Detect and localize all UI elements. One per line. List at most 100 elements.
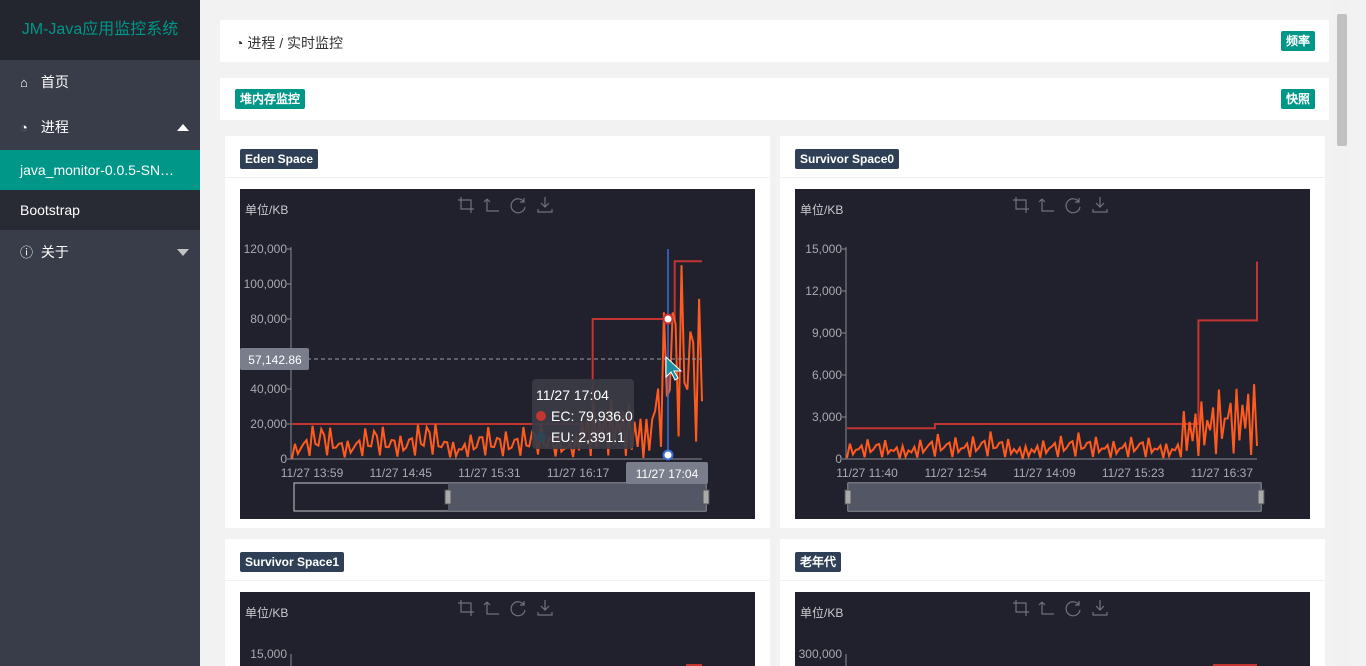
x-tick-label: 11/27 14:45 [369,466,432,480]
chart-survivor-space1[interactable]: 单位/KB 15,000 [240,592,755,666]
x-pointer-label: 11/27 17:04 [636,467,699,481]
tooltip-ec: EC: 79,936.0 [551,408,633,424]
app-logo[interactable]: JM-Java应用监控系统 [0,0,200,60]
card-survivor-space0: Survivor Space0 单位/KB 15,000 12,000 9,000 6,… [780,136,1325,528]
y-pointer-label-bg [240,348,309,370]
scrollbar-thumb[interactable] [1337,14,1347,146]
breadcrumb: ◔ 进程 / 实时监控 [235,33,343,53]
card-old-gen: 老年代 单位/KB 300,000 [780,539,1325,666]
card-survivor-space1: Survivor Space1 单位/KB 15,000 [225,539,770,666]
zoom-icon[interactable] [458,600,474,616]
nav-item-process-label: 进程 [40,119,69,135]
y-tick-label: 300,000 [799,647,843,661]
zoom-reset-icon[interactable] [483,198,499,212]
ec-point-marker [662,313,674,325]
card-title: Survivor Space0 [795,149,900,169]
save-image-icon[interactable] [537,600,553,616]
series-eu-line [846,384,1258,460]
process-subnav: java_monitor-0.0.5-SN… Bootstrap [0,150,200,230]
restore-icon[interactable] [1065,198,1081,214]
y-tick-label: 15,000 [250,647,287,661]
series-eu-line [291,265,703,460]
x-tick-label: 11/27 16:17 [547,466,610,480]
y-axis-unit-label: 单位/KB [800,605,843,620]
sidebar: JM-Java应用监控系统 ⌂ 首页 ◔ 进程 java_monitor-0.0… [0,0,200,666]
zoom-reset-icon[interactable] [1038,601,1054,615]
data-zoom-handle-right [702,489,710,505]
gauge-icon: ◔ [20,120,28,135]
nav-item-about-label: 关于 [40,244,69,260]
data-zoom-handle-right [1257,489,1265,505]
x-tick-label: 11/27 16:37 [1191,466,1254,480]
x-tick-label: 11/27 11:40 [836,466,898,480]
zoom-reset-icon[interactable] [483,601,499,615]
sidebar-item-bootstrap[interactable]: Bootstrap [20,202,80,218]
snapshot-button[interactable]: 快照 [1280,89,1315,109]
data-zoom-handle-left [844,489,852,505]
gauge-icon: ◔ [235,35,244,51]
data-zoom-selection [848,483,1261,511]
caret-down-icon [177,249,189,256]
chart-eden-space[interactable]: 单位/KB120,000100,00080,00060,00040,00020,… [240,189,755,519]
x-pointer-label-bg [626,462,708,484]
y-tick-label: 3,000 [812,410,842,424]
sidebar-item-java-monitor[interactable]: java_monitor-0.0.5-SN… [0,150,200,190]
y-tick-label: 20,000 [250,417,287,431]
restore-icon[interactable] [1065,601,1081,617]
nav-item-home-label: 首页 [40,74,69,90]
y-tick-label: 12,000 [805,284,842,298]
y-axis-unit-label: 单位/KB [800,202,843,217]
zoom-icon[interactable] [458,197,474,213]
data-zoom-selection [448,483,706,511]
tooltip-time: 11/27 17:04 [536,387,609,403]
nav-item-about[interactable]: ⓘ 关于 [0,230,200,275]
save-image-icon[interactable] [1092,197,1108,213]
section-bar: 堆内存监控 快照 [220,78,1329,120]
y-tick-label: 0 [280,452,287,466]
y-pointer-label: 57,142.86 [248,353,302,367]
nav-item-home[interactable]: ⌂ 首页 [0,60,200,105]
main-content: ◔ 进程 / 实时监控 频率 堆内存监控 快照 Eden Space 单位/KB… [200,0,1350,666]
card-title: 老年代 [795,552,842,572]
zoom-icon[interactable] [1013,600,1029,616]
chart-survivor-space0[interactable]: 单位/KB 15,000 12,000 9,000 6,000 3,000 0 11/27 1… [795,189,1310,519]
y-tick-label: 120,000 [244,242,288,256]
x-tick-label: 11/27 14:09 [1013,466,1076,480]
save-image-icon[interactable] [1092,600,1108,616]
breadcrumb-bar: ◔ 进程 / 实时监控 频率 [220,20,1329,62]
save-image-icon[interactable] [537,197,553,213]
page-scrollbar[interactable] [1334,0,1350,666]
x-tick-label: 11/27 15:31 [458,466,521,480]
tooltip-eu-dot [536,432,546,442]
card-eden-space: Eden Space 单位/KB120,000100,00080,00060,0… [225,136,770,528]
y-tick-label: 40,000 [250,382,287,396]
tooltip-eu: EU: 2,391.1 [551,429,625,445]
frequency-button[interactable]: 频率 [1280,31,1315,51]
restore-icon[interactable] [510,198,526,214]
y-tick-label: 9,000 [812,326,842,340]
y-tick-label: 6,000 [812,368,842,382]
series-ec-line [847,261,1258,430]
section-title: 堆内存监控 [235,89,306,109]
x-tick-label: 11/27 12:54 [924,466,987,480]
data-zoom-handle-left [444,489,452,505]
card-title: Eden Space [240,149,319,169]
zoom-reset-icon[interactable] [1038,198,1054,212]
y-axis-unit-label: 单位/KB [245,202,288,217]
tooltip-box [532,379,634,449]
card-title: Survivor Space1 [240,552,345,572]
tooltip-ec-dot [536,411,546,421]
mouse-cursor-icon [665,355,683,381]
home-icon: ⌂ [20,75,28,90]
nav-item-process[interactable]: ◔ 进程 [0,105,200,150]
series-ec-line [292,260,702,425]
zoom-icon[interactable] [1013,197,1029,213]
x-tick-label: 11/27 15:23 [1102,466,1165,480]
restore-icon[interactable] [510,601,526,617]
info-icon: ⓘ [20,245,34,260]
eu-point-marker [662,449,674,461]
chart-old-gen[interactable]: 单位/KB 300,000 [795,592,1310,666]
caret-up-icon [177,124,189,131]
y-tick-label: 80,000 [250,312,287,326]
y-tick-label: 100,000 [244,277,288,291]
